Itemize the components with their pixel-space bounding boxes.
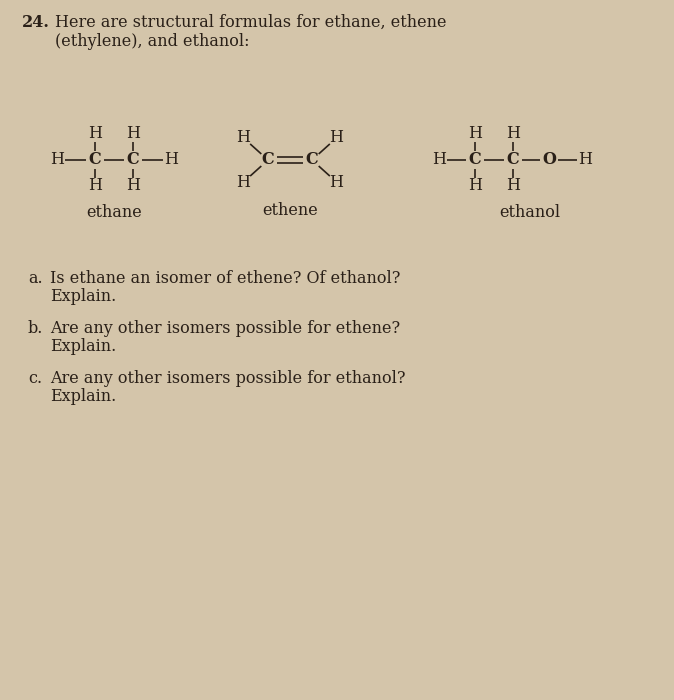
Text: H: H [164,151,178,169]
Text: H: H [432,151,446,169]
Text: H: H [330,130,344,146]
Text: Explain.: Explain. [50,388,116,405]
Text: H: H [88,178,102,195]
Text: H: H [468,178,482,195]
Text: Are any other isomers possible for ethanol?: Are any other isomers possible for ethan… [50,370,406,387]
Text: H: H [237,174,251,190]
Text: H: H [506,178,520,195]
Text: 24.: 24. [22,14,50,31]
Text: b.: b. [28,320,43,337]
Text: ethane: ethane [86,204,142,221]
Text: C: C [468,151,481,169]
Text: C: C [305,151,318,169]
Text: H: H [126,125,140,143]
Text: H: H [330,174,344,190]
Text: O: O [542,151,556,169]
Text: Are any other isomers possible for ethene?: Are any other isomers possible for ethen… [50,320,400,337]
Text: Here are structural formulas for ethane, ethene: Here are structural formulas for ethane,… [55,14,446,31]
Text: (ethylene), and ethanol:: (ethylene), and ethanol: [55,33,249,50]
Text: H: H [506,125,520,143]
Text: C: C [127,151,140,169]
Text: c.: c. [28,370,42,387]
Text: Explain.: Explain. [50,288,116,305]
Text: C: C [262,151,274,169]
Text: C: C [88,151,101,169]
Text: Is ethane an isomer of ethene? Of ethanol?: Is ethane an isomer of ethene? Of ethano… [50,270,400,287]
Text: ethene: ethene [262,202,318,219]
Text: H: H [88,125,102,143]
Text: H: H [126,178,140,195]
Text: H: H [468,125,482,143]
Text: H: H [50,151,64,169]
Text: ethanol: ethanol [499,204,561,221]
Text: C: C [507,151,520,169]
Text: H: H [578,151,592,169]
Text: H: H [237,130,251,146]
Text: Explain.: Explain. [50,338,116,355]
Text: a.: a. [28,270,42,287]
